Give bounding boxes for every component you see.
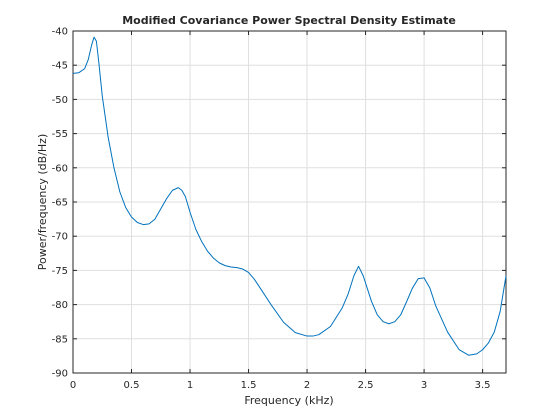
x-tick-label: 3.5 — [475, 380, 491, 391]
y-axis-label: Power/frequency (dB/Hz) — [36, 134, 49, 271]
y-tick-label: -70 — [52, 232, 68, 243]
y-tick-label: -65 — [52, 198, 68, 209]
x-tick-label: 3 — [421, 380, 427, 391]
x-tick-label: 0.5 — [124, 380, 140, 391]
x-tick-label: 0 — [70, 380, 76, 391]
series-lines — [72, 36, 507, 356]
y-tick-label: -75 — [52, 266, 68, 277]
y-tick-label: -50 — [52, 95, 68, 106]
x-tick-label: 1.5 — [241, 380, 257, 391]
psd-series-line — [72, 36, 507, 356]
y-tick-label: -90 — [52, 369, 68, 380]
grid — [72, 30, 506, 374]
y-tick-label: -80 — [52, 300, 68, 311]
x-tick-label: 2 — [304, 380, 310, 391]
y-tick-label: -45 — [52, 61, 68, 72]
chart-title: Modified Covariance Power Spectral Densi… — [122, 14, 456, 27]
axis-ticks: 0 0.5 1 1.5 2 2.5 3 3.5 -90 -85 -80 -75 -70 -65 -60 -55… — [52, 27, 506, 391]
y-tick-label: -40 — [52, 27, 68, 38]
x-tick-label: 2.5 — [358, 380, 374, 391]
y-tick-label: -85 — [52, 334, 68, 345]
y-tick-label: -55 — [52, 129, 68, 140]
x-tick-label: 1 — [187, 380, 193, 391]
x-axis-label: Frequency (kHz) — [244, 394, 333, 407]
y-tick-label: -60 — [52, 163, 68, 174]
